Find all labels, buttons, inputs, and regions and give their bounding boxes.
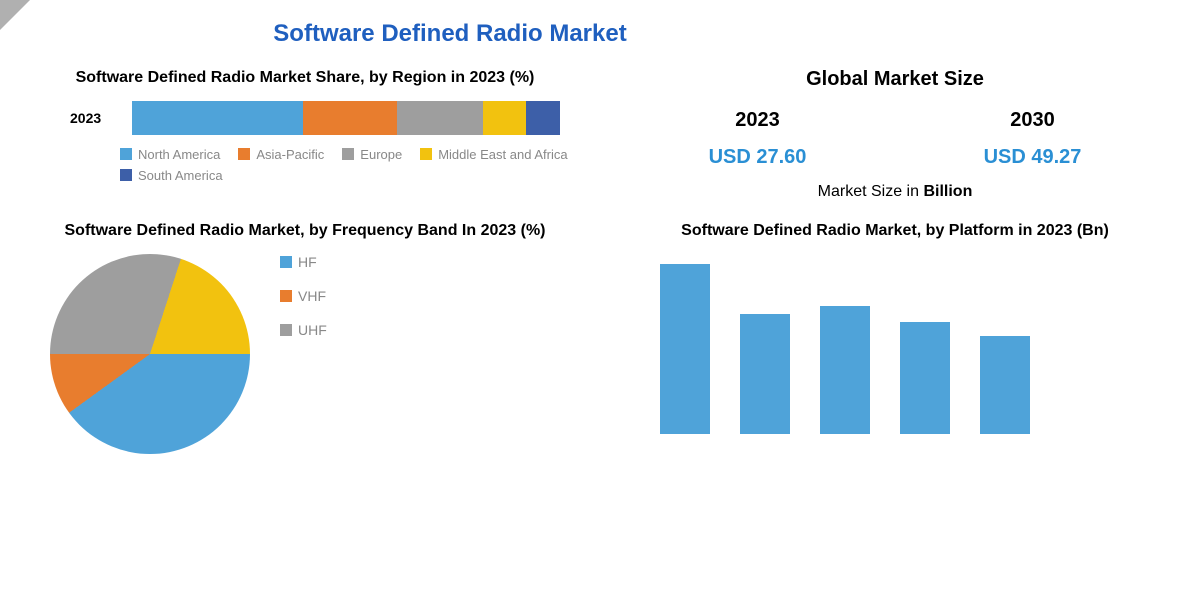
region-legend: North America Asia-Pacific Europe Middle Ea… — [120, 147, 580, 183]
legend-item: HF — [280, 254, 327, 270]
legend-swatch — [280, 324, 292, 336]
pie-wrap: HF VHF UHF — [50, 254, 580, 454]
platform-panel: Software Defined Radio Market, by Platfo… — [620, 221, 1170, 454]
platform-title: Software Defined Radio Market, by Platfo… — [620, 221, 1170, 242]
stacked-segment — [483, 101, 526, 135]
legend-item: Europe — [342, 147, 402, 162]
legend-item: UHF — [280, 322, 327, 338]
legend-item: VHF — [280, 288, 327, 304]
freq-band-panel: Software Defined Radio Market, by Freque… — [30, 221, 580, 454]
gms-year-1: 2030 — [1010, 109, 1055, 132]
platform-bar — [980, 336, 1030, 434]
region-share-panel: Software Defined Radio Market Share, by … — [30, 68, 580, 201]
platform-bar — [660, 264, 710, 434]
platform-bars — [660, 254, 1130, 434]
freq-band-legend: HF VHF UHF — [280, 254, 327, 338]
legend-swatch — [280, 256, 292, 268]
gms-value-0: USD 27.60 — [709, 146, 807, 169]
page-title: Software Defined Radio Market — [0, 20, 1170, 48]
legend-swatch — [238, 148, 250, 160]
gms-unit-bold: Billion — [923, 183, 972, 200]
global-market-size-panel: Global Market Size 2023 2030 USD 27.60 U… — [620, 68, 1170, 201]
stacked-bar-year-label: 2023 — [70, 110, 120, 126]
gms-unit: Market Size in Billion — [620, 183, 1170, 201]
legend-swatch — [342, 148, 354, 160]
stacked-segment — [397, 101, 483, 135]
legend-label: VHF — [298, 288, 326, 304]
gms-year-row: 2023 2030 — [620, 109, 1170, 132]
legend-swatch — [420, 148, 432, 160]
legend-item: Middle East and Africa — [420, 147, 567, 162]
legend-label: UHF — [298, 322, 327, 338]
stacked-segment — [526, 101, 560, 135]
legend-swatch — [120, 169, 132, 181]
legend-label: South America — [138, 168, 223, 183]
gms-unit-prefix: Market Size in — [818, 183, 924, 200]
stacked-bar — [132, 101, 560, 135]
platform-bar — [820, 306, 870, 434]
gms-value-row: USD 27.60 USD 49.27 — [620, 146, 1170, 169]
stacked-segment — [303, 101, 397, 135]
platform-bar — [740, 314, 790, 434]
gms-value-1: USD 49.27 — [984, 146, 1082, 169]
legend-swatch — [280, 290, 292, 302]
platform-bar — [900, 322, 950, 434]
legend-item: North America — [120, 147, 220, 162]
legend-label: HF — [298, 254, 317, 270]
gms-year-0: 2023 — [735, 109, 780, 132]
legend-swatch — [120, 148, 132, 160]
legend-label: North America — [138, 147, 220, 162]
dashboard-grid: Software Defined Radio Market Share, by … — [30, 68, 1170, 454]
stacked-bar-row: 2023 — [70, 101, 560, 135]
legend-item: South America — [120, 168, 223, 183]
frame-corner-decoration — [0, 0, 30, 30]
legend-label: Europe — [360, 147, 402, 162]
stacked-segment — [132, 101, 303, 135]
freq-band-title: Software Defined Radio Market, by Freque… — [30, 221, 580, 242]
region-share-title: Software Defined Radio Market Share, by … — [30, 68, 580, 89]
legend-item: Asia-Pacific — [238, 147, 324, 162]
gms-title: Global Market Size — [620, 68, 1170, 91]
legend-label: Middle East and Africa — [438, 147, 567, 162]
legend-label: Asia-Pacific — [256, 147, 324, 162]
freq-band-pie — [50, 254, 250, 454]
